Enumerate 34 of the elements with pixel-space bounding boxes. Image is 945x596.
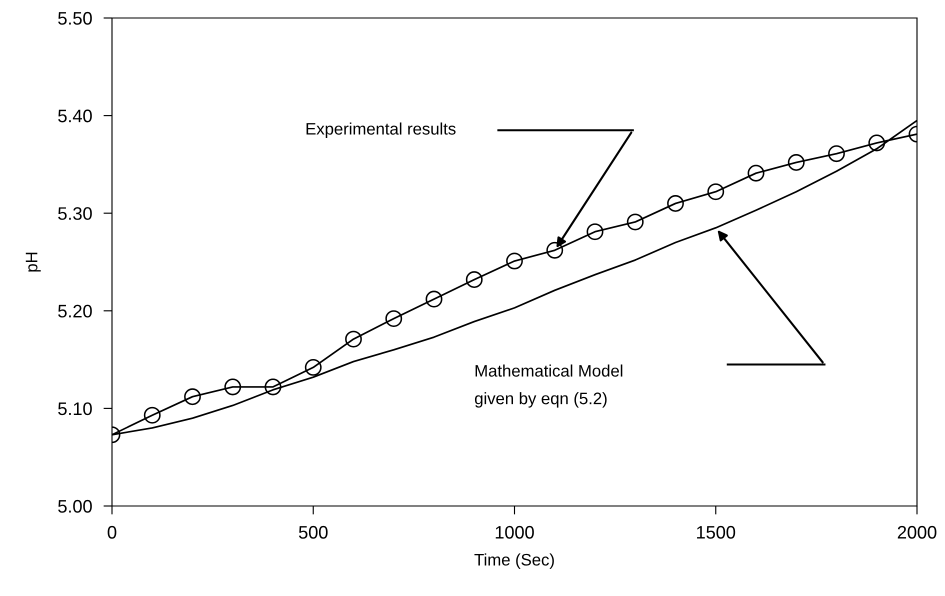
point [868, 134, 886, 152]
point [546, 242, 564, 259]
annotation: Mathematical Model given by eqn (5.2) [474, 364, 622, 408]
x-axis-title: Time (Sec) [474, 553, 554, 569]
point [264, 378, 282, 396]
x-tick-label: 1000 [496, 526, 534, 539]
y-tick-label: 5.30 [58, 207, 92, 220]
point [506, 252, 523, 270]
y-tick-label: 5.50 [58, 12, 92, 25]
point [184, 388, 201, 406]
point [385, 310, 402, 328]
x-tick-label: 0 [108, 526, 116, 539]
point [466, 271, 483, 288]
point [224, 378, 242, 396]
y-axis-title: pH [26, 252, 41, 272]
x-tick-label: 500 [298, 526, 328, 539]
point [304, 359, 322, 376]
point [586, 223, 604, 240]
point [345, 330, 362, 348]
point [626, 214, 644, 230]
y-tick-label: 5.40 [58, 110, 92, 122]
y-tick-label: 5.20 [58, 304, 92, 318]
point [144, 406, 161, 424]
point [748, 164, 764, 182]
x-tick-label: 1500 [697, 526, 736, 539]
y-tick-label: 5.00 [58, 500, 92, 513]
point [828, 145, 845, 162]
point [707, 183, 724, 200]
x-tick-label: 2000 [898, 526, 936, 539]
point [667, 195, 684, 212]
y-tick-label: 5.10 [58, 402, 92, 416]
annotation: Experimental results [306, 122, 456, 138]
point [788, 154, 805, 171]
point [426, 290, 442, 308]
